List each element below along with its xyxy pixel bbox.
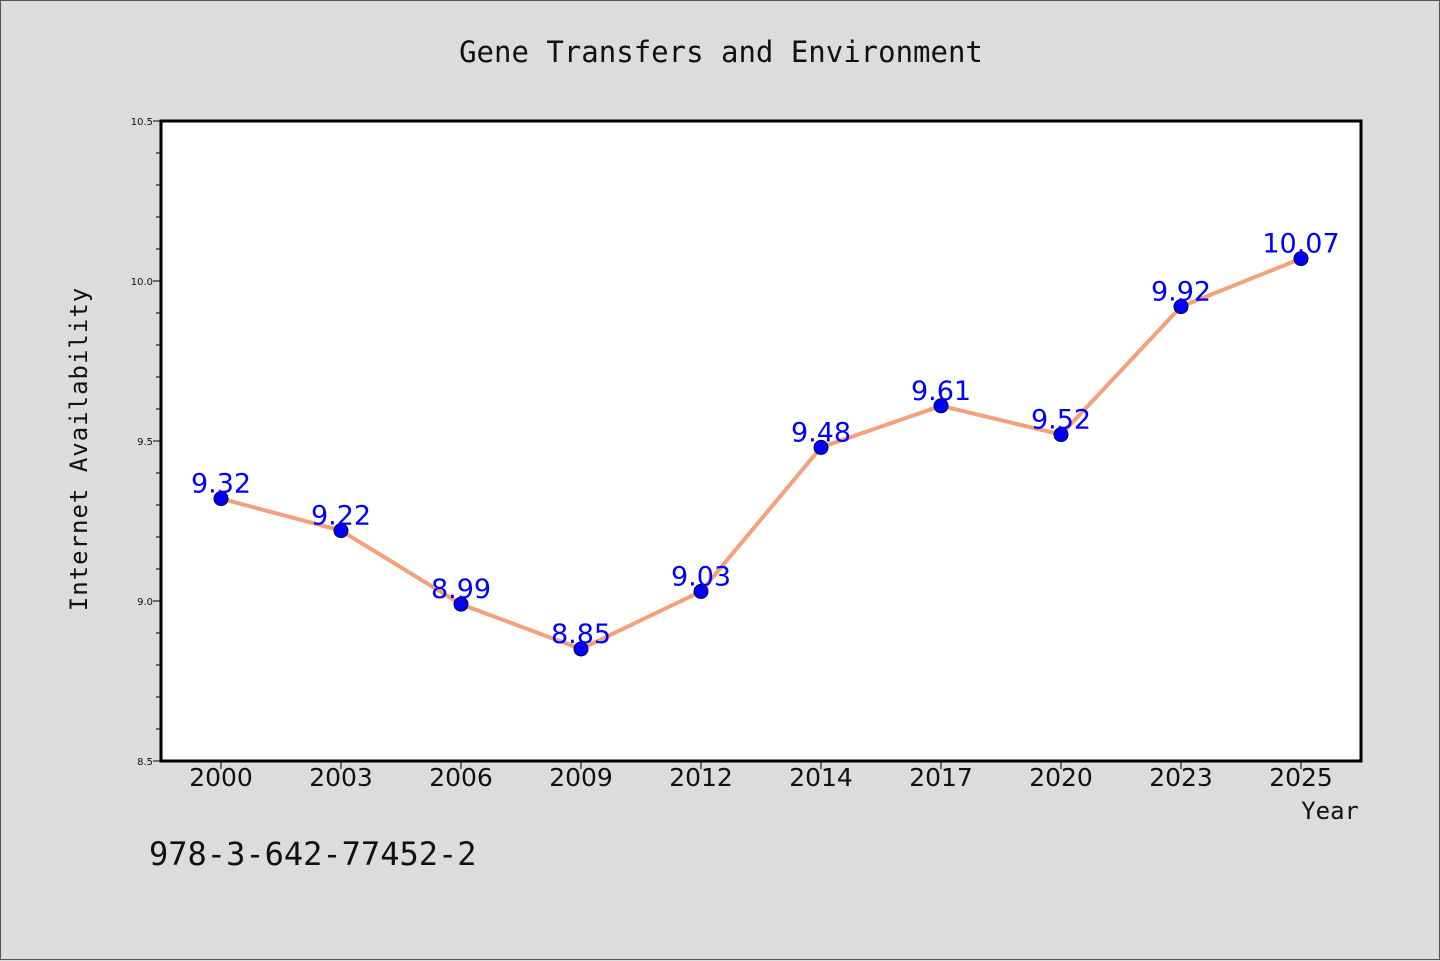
data-label: 10.07: [1262, 229, 1339, 260]
data-point: [333, 523, 349, 539]
data-point: [813, 439, 829, 455]
data-label: 9.22: [311, 501, 371, 532]
data-label: 9.48: [791, 417, 851, 448]
data-point: [1053, 427, 1069, 443]
x-tick-label: 2012: [669, 763, 733, 792]
y-tick-label: 8.5: [137, 757, 153, 768]
data-label: 9.03: [671, 561, 731, 592]
y-tick-label: 10.0: [131, 277, 153, 288]
data-point: [453, 596, 469, 612]
x-tick-label: 2023: [1149, 763, 1213, 792]
x-tick-label: 2006: [429, 763, 493, 792]
data-label: 8.85: [551, 619, 611, 650]
data-point: [693, 583, 709, 599]
data-label: 9.52: [1031, 405, 1091, 436]
y-tick-label: 10.5: [131, 117, 153, 128]
plot-area: [159, 119, 1363, 763]
data-label: 9.32: [191, 469, 251, 500]
x-tick-label: 2025: [1269, 763, 1333, 792]
data-label: 8.99: [431, 574, 491, 605]
x-axis-label: Year: [1301, 797, 1359, 825]
data-point: [933, 398, 949, 414]
isbn-text: 978-3-642-77452-2: [149, 835, 477, 873]
data-point: [573, 641, 589, 657]
data-point: [1293, 251, 1309, 267]
data-point: [213, 491, 229, 507]
y-tick-label: 9.5: [137, 437, 153, 448]
x-tick-label: 2020: [1029, 763, 1093, 792]
series-line: [220, 256, 1302, 651]
data-label: 9.92: [1151, 277, 1211, 308]
chart-title: Gene Transfers and Environment: [459, 35, 983, 69]
data-point: [1173, 299, 1189, 315]
x-tick-label: 2014: [789, 763, 853, 792]
x-tick-label: 2003: [309, 763, 373, 792]
x-tick-label: 2009: [549, 763, 613, 792]
y-tick-label: 9.0: [137, 597, 153, 608]
x-tick-label: 2000: [189, 763, 253, 792]
data-label: 9.61: [911, 376, 971, 407]
x-tick-label: 2017: [909, 763, 973, 792]
